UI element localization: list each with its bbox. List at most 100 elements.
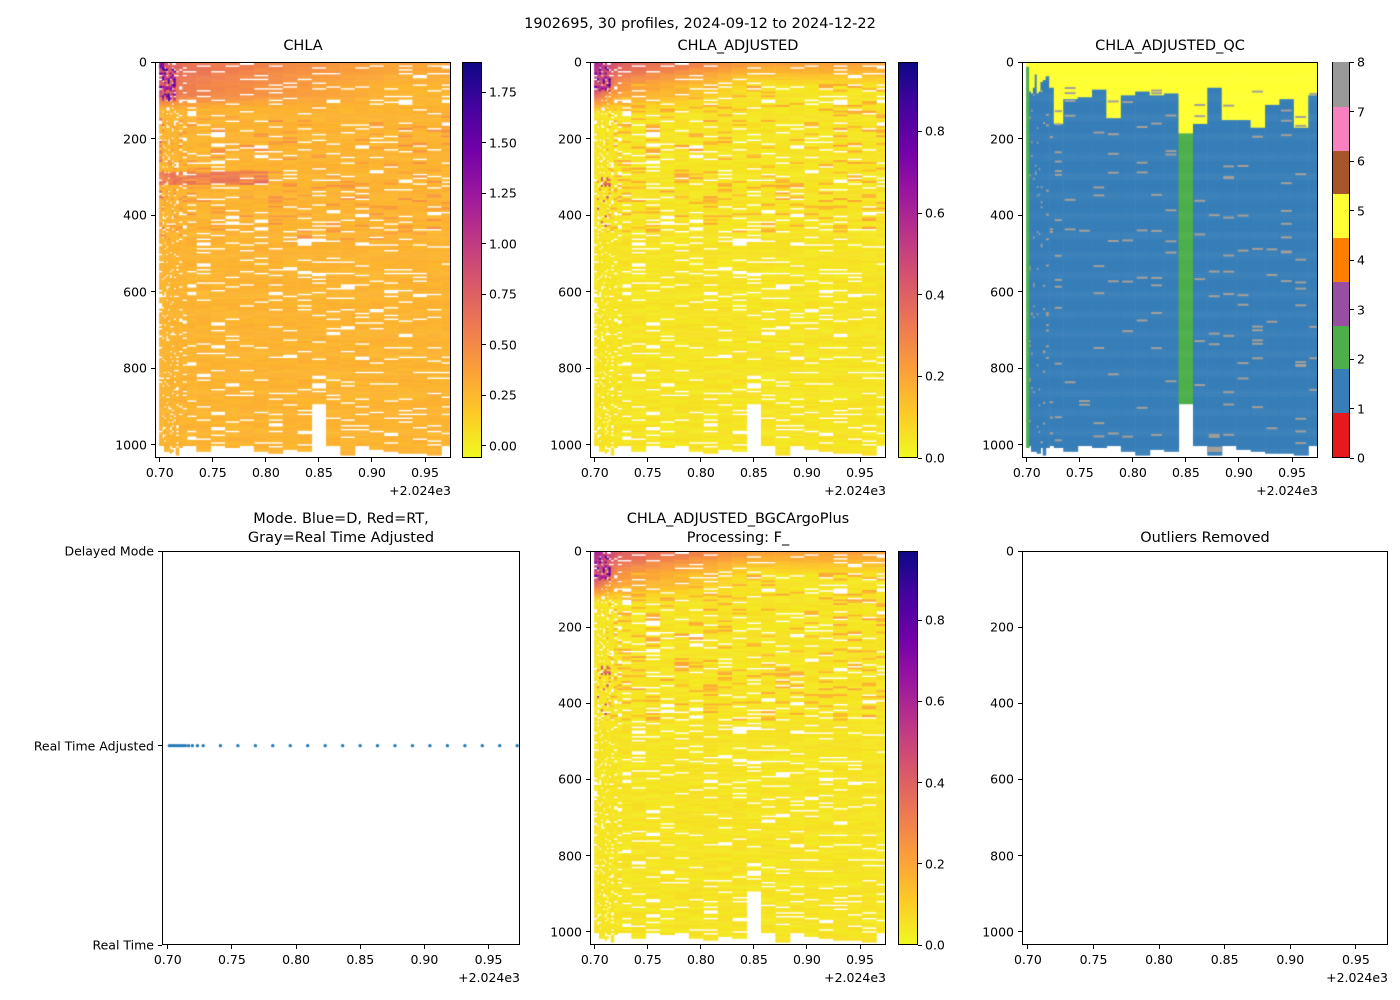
x-axis-offset-label: +2.024e3 (389, 483, 451, 498)
colorbar-tick-label: 0.4 (925, 287, 945, 303)
x-tick-mark (753, 458, 755, 462)
y-tick-mark (586, 702, 590, 704)
y-tick-mark (1018, 291, 1022, 293)
y-tick-mark (151, 214, 155, 216)
x-tick-label: 0.75 (198, 465, 227, 480)
x-tick-mark (806, 945, 808, 949)
x-axis-offset-label: +2.024e3 (458, 970, 520, 985)
x-tick-mark (359, 945, 361, 949)
x-tick-label: 0.95 (1278, 465, 1306, 480)
colorbar-tick-mark (1350, 259, 1354, 261)
y-tick-label: 200 (558, 619, 582, 635)
panel-title-bgc: CHLA_ADJUSTED_BGCArgoPlus Processing: F_ (590, 510, 886, 548)
qc-colorbar-segment-flag-4 (1333, 237, 1349, 282)
x-tick-mark (488, 945, 490, 949)
x-tick-mark (1224, 945, 1226, 949)
colorbar-tick-label: 0.6 (925, 205, 945, 221)
x-tick-mark (265, 458, 267, 462)
axes-outliers (1022, 551, 1388, 945)
qc-colorbar-segment-flag-7 (1333, 106, 1349, 151)
y-tick-label: 400 (123, 207, 147, 223)
qc-colorbar-segment-flag-0 (1333, 412, 1349, 457)
colorbar-tick-label: 0.8 (925, 123, 945, 139)
colorbar-tick-label: 0.25 (489, 387, 517, 403)
y-tick-label: 400 (558, 695, 582, 711)
y-tick-mark (586, 367, 590, 369)
x-tick-label: 0.95 (1341, 952, 1370, 967)
y-tick-mark (586, 626, 590, 628)
x-tick-mark (1238, 458, 1240, 462)
panel-title-qc: CHLA_ADJUSTED_QC (1095, 38, 1245, 54)
qc-colorbar-segment-flag-3 (1333, 281, 1349, 326)
chla-heatmap (156, 63, 450, 457)
qc-colorbar-segment-flag-6 (1333, 149, 1349, 195)
colorbar-tick-mark (482, 91, 486, 93)
colorbar-tick-label: 0.50 (489, 337, 517, 353)
x-tick-label: 0.85 (1210, 952, 1239, 967)
y-tick-label: 0 (574, 54, 582, 70)
x-tick-mark (231, 945, 233, 949)
x-tick-mark (700, 458, 702, 462)
y-tick-mark (158, 550, 162, 552)
x-tick-mark (1027, 945, 1029, 949)
y-tick-label: 400 (558, 207, 582, 223)
panel-title-mode: Mode. Blue=D, Red=RT, Gray=Real Time Adju… (162, 510, 520, 548)
colorbar-tick-mark (482, 142, 486, 144)
panel-title-mode-line1: Mode. Blue=D, Red=RT, (253, 511, 429, 527)
colorbar-tick-label: 4 (1357, 252, 1365, 268)
colorbar-tick-mark (482, 293, 486, 295)
y-tick-mark (586, 61, 590, 63)
y-tick-mark (586, 214, 590, 216)
y-tick-label: 600 (990, 284, 1014, 300)
x-tick-label: 0.90 (410, 952, 439, 967)
y-tick-label: 0 (139, 54, 147, 70)
colorbar-tick-mark (482, 192, 486, 194)
x-tick-label: 0.75 (1065, 465, 1094, 480)
colorbar-tick-mark (482, 394, 486, 396)
y-tick-label: 1000 (982, 437, 1014, 453)
x-tick-label: 0.90 (793, 465, 821, 480)
x-tick-mark (1291, 458, 1293, 462)
y-tick-label: 200 (123, 131, 147, 147)
colorbar-tick-label: 5 (1357, 203, 1365, 218)
y-tick-label: 800 (990, 360, 1014, 376)
colorbar-tick-mark (918, 457, 922, 459)
x-tick-label: 0.85 (1171, 465, 1200, 480)
colorbar-tick-mark (1350, 408, 1354, 409)
x-tick-mark (806, 458, 808, 462)
x-tick-label: 0.80 (1145, 952, 1173, 967)
y-tick-mark (1018, 214, 1022, 216)
colorbar-tick-mark (918, 619, 922, 621)
y-tick-label: 0 (1006, 543, 1014, 559)
y-tick-mark (1018, 550, 1022, 552)
y-tick-label: 800 (990, 848, 1014, 864)
y-tick-mark (151, 138, 155, 140)
x-tick-label: 0.75 (218, 952, 246, 967)
x-tick-label: 0.80 (686, 465, 715, 480)
y-tick-mark (151, 367, 155, 369)
x-tick-mark (318, 458, 320, 462)
y-tick-mark (158, 745, 162, 747)
x-tick-label: 0.90 (793, 952, 821, 967)
y-tick-mark (151, 291, 155, 293)
x-tick-label: 0.90 (1276, 952, 1305, 967)
y-tick-label: 1000 (550, 437, 582, 453)
y-tick-mark (1018, 367, 1022, 369)
colorbar-tick-label: 0.2 (925, 856, 945, 872)
x-tick-label: 0.95 (846, 952, 874, 967)
x-tick-mark (1092, 945, 1094, 949)
x-tick-label: 0.85 (346, 952, 375, 967)
x-tick-mark (1132, 458, 1134, 462)
y-tick-label: 800 (123, 360, 147, 376)
colorbar-tick-mark (1350, 210, 1354, 211)
x-tick-mark (859, 945, 861, 949)
colorbar-tick-mark (918, 294, 922, 296)
y-tick-mark (586, 778, 590, 780)
y-tick-label: 1000 (115, 437, 147, 453)
colorbar-tick-mark (482, 243, 486, 245)
panel-title-chla: CHLA (283, 38, 323, 54)
y-tick-label: 600 (558, 771, 582, 787)
x-tick-label: 0.95 (474, 952, 503, 967)
y-tick-mark (586, 931, 590, 933)
